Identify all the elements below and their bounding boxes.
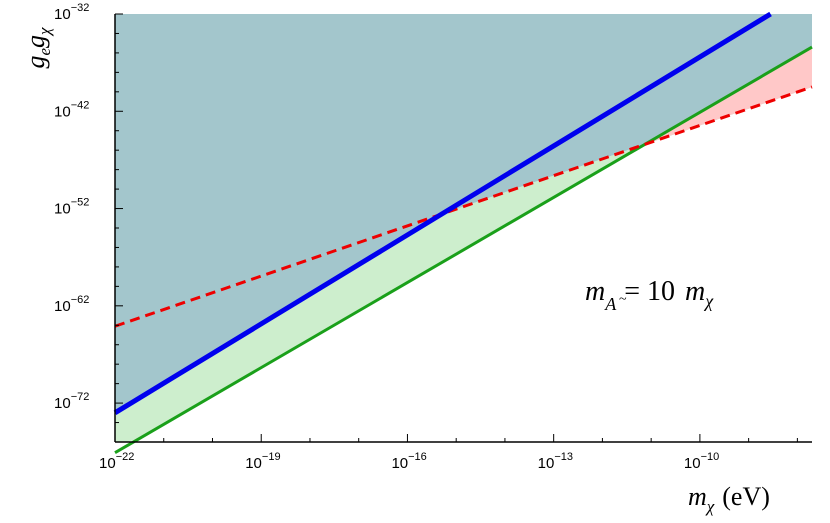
x-tick-label: 10−22 bbox=[99, 451, 134, 472]
x-axis-label: mχ (eV) bbox=[688, 482, 770, 516]
y-tick-exp: −32 bbox=[71, 2, 90, 14]
y-tick-exp: −72 bbox=[71, 391, 90, 403]
y-label-s1: e bbox=[35, 48, 54, 56]
chart-lines bbox=[113, 11, 813, 454]
x-label-unit: (eV) bbox=[722, 482, 770, 511]
y-axis-label: gegχ bbox=[21, 27, 54, 69]
x-tick-label: 10−13 bbox=[538, 451, 573, 472]
y-tick-base: 10 bbox=[54, 298, 71, 315]
x-tick-exp: −19 bbox=[262, 451, 281, 463]
annotation-rhs: m bbox=[685, 276, 705, 307]
series-red-dashed-line bbox=[114, 85, 813, 328]
annotation: mA = 10 mχ bbox=[585, 276, 714, 314]
y-tick-exp: −62 bbox=[71, 294, 90, 306]
x-label-symbol: m bbox=[688, 482, 707, 511]
x-label-sub: χ bbox=[705, 497, 715, 516]
x-tick-base: 10 bbox=[684, 455, 701, 472]
x-tick-label: 10−19 bbox=[245, 451, 280, 472]
x-tick-label: 10−16 bbox=[391, 451, 426, 472]
y-tick-base: 10 bbox=[54, 103, 71, 120]
y-tick-label: 10−52 bbox=[54, 197, 89, 218]
annotation-lhs: m bbox=[585, 276, 605, 307]
annotation-tilde: ~ bbox=[619, 292, 627, 307]
y-tick-label: 10−62 bbox=[54, 294, 89, 315]
x-tick-label: 10−10 bbox=[684, 451, 719, 472]
y-label-s2: χ bbox=[35, 27, 54, 37]
x-tick-base: 10 bbox=[99, 455, 116, 472]
x-tick-base: 10 bbox=[538, 455, 555, 472]
annotation-sub: A bbox=[604, 294, 617, 314]
y-tick-label: 10−32 bbox=[54, 2, 89, 23]
x-tick-exp: −16 bbox=[408, 451, 427, 463]
y-tick-label: 10−72 bbox=[54, 391, 89, 412]
x-tick-base: 10 bbox=[391, 455, 408, 472]
series-green-line bbox=[114, 45, 813, 454]
x-tick-exp: −13 bbox=[554, 451, 573, 463]
y-tick-label: 10−42 bbox=[54, 99, 89, 120]
series-blue-line bbox=[113, 11, 772, 415]
y-tick-exp: −42 bbox=[71, 99, 90, 111]
region-green-band bbox=[115, 47, 812, 443]
annotation-rhs-sub: χ bbox=[703, 291, 714, 311]
x-tick-exp: −22 bbox=[116, 451, 135, 463]
x-ticks: 10−22 10−19 10−16 10−13 10−10 bbox=[99, 434, 798, 472]
chart-regions bbox=[115, 14, 812, 443]
y-tick-base: 10 bbox=[54, 201, 71, 218]
region-excluded bbox=[115, 14, 812, 413]
y-tick-base: 10 bbox=[54, 395, 71, 412]
x-tick-exp: −10 bbox=[701, 451, 720, 463]
y-tick-exp: −52 bbox=[71, 197, 90, 209]
y-tick-base: 10 bbox=[54, 6, 71, 23]
x-tick-base: 10 bbox=[245, 455, 262, 472]
annotation-eq: = 10 bbox=[624, 276, 675, 307]
y-label-g1: g bbox=[21, 56, 50, 69]
y-label-g2: g bbox=[21, 35, 50, 48]
